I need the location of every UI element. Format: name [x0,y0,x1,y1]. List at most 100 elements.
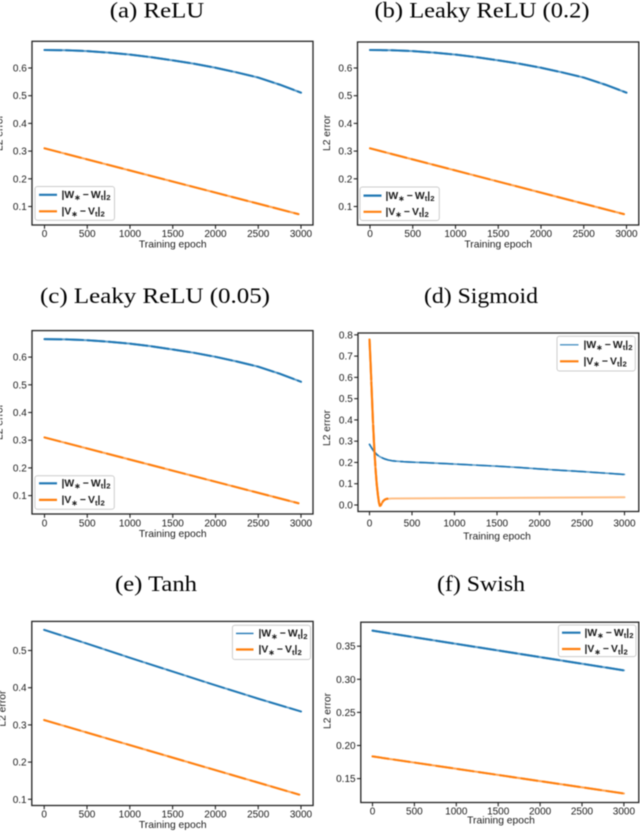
svg-text:0.1: 0.1 [338,202,352,213]
svg-text:L2 error: L2 error [322,114,333,151]
svg-text:Training epoch: Training epoch [139,529,207,540]
svg-text:L2 error: L2 error [0,403,6,440]
svg-text:3000: 3000 [613,807,636,818]
svg-text:|V∗ − Vt|2: |V∗ − Vt|2 [62,495,105,507]
svg-text:2500: 2500 [247,229,270,240]
svg-text:1500: 1500 [487,229,510,240]
svg-text:500: 500 [79,809,96,820]
svg-text:3000: 3000 [613,519,636,530]
svg-text:0.25: 0.25 [336,708,356,719]
svg-text:|W∗ − Wt|2: |W∗ − Wt|2 [585,628,634,640]
svg-text:2000: 2000 [528,519,551,530]
svg-text:(b) Leaky ReLU (0.2): (b) Leaky ReLU (0.2) [375,0,590,23]
svg-text:L2 error: L2 error [323,692,334,729]
svg-text:0.30: 0.30 [336,675,356,686]
svg-text:0.4: 0.4 [13,683,27,694]
svg-text:1000: 1000 [119,519,142,530]
svg-text:2500: 2500 [571,519,594,530]
svg-text:0.1: 0.1 [339,479,353,490]
svg-text:0.2: 0.2 [338,174,352,185]
svg-text:|W∗ − Wt|2: |W∗ − Wt|2 [62,190,111,202]
svg-text:0.1: 0.1 [13,795,27,806]
svg-text:0.3: 0.3 [13,436,27,447]
svg-text:1000: 1000 [445,807,468,818]
svg-text:0.6: 0.6 [339,373,353,384]
svg-text:0.4: 0.4 [339,415,353,426]
svg-text:|V∗ − Vt|2: |V∗ − Vt|2 [62,207,105,219]
svg-text:0: 0 [367,519,373,530]
svg-text:0.1: 0.1 [13,202,27,213]
svg-text:2000: 2000 [529,807,552,818]
svg-text:(f) Swish: (f) Swish [437,571,525,596]
svg-text:0: 0 [367,229,373,240]
svg-text:|V∗ − Vt|2: |V∗ − Vt|2 [259,645,302,657]
svg-text:|W∗ − Wt|2: |W∗ − Wt|2 [62,479,111,491]
svg-text:500: 500 [79,229,96,240]
svg-text:|V∗ − Vt|2: |V∗ − Vt|2 [386,207,429,219]
svg-text:0.3: 0.3 [339,437,353,448]
svg-text:Training epoch: Training epoch [467,816,535,827]
svg-text:0.3: 0.3 [13,147,27,158]
svg-text:500: 500 [79,519,96,530]
svg-text:|V∗ − Vt|2: |V∗ − Vt|2 [585,644,628,656]
svg-text:3000: 3000 [290,809,313,820]
svg-text:0.3: 0.3 [13,720,27,731]
svg-text:0.7: 0.7 [339,352,353,363]
svg-text:0: 0 [370,807,376,818]
svg-text:2500: 2500 [247,519,270,530]
svg-text:0.4: 0.4 [13,119,27,130]
svg-text:Training epoch: Training epoch [139,240,207,251]
svg-text:L2 error: L2 error [0,690,9,727]
svg-text:0.2: 0.2 [13,463,27,474]
svg-text:1000: 1000 [119,229,142,240]
svg-text:Training epoch: Training epoch [139,820,207,831]
svg-text:0.35: 0.35 [336,642,356,653]
svg-text:L2 error: L2 error [322,409,333,446]
svg-text:1500: 1500 [162,519,185,530]
svg-text:0.5: 0.5 [13,380,27,391]
svg-text:|W∗ − Wt|2: |W∗ − Wt|2 [386,191,435,203]
svg-text:0.0: 0.0 [339,501,353,512]
svg-text:L2 error: L2 error [0,114,6,151]
svg-text:2000: 2000 [204,229,227,240]
svg-text:500: 500 [404,229,421,240]
svg-text:2500: 2500 [573,229,596,240]
svg-text:0.5: 0.5 [338,91,352,102]
svg-text:1000: 1000 [444,229,467,240]
svg-text:3000: 3000 [290,229,313,240]
svg-text:1500: 1500 [161,809,184,820]
svg-text:1500: 1500 [162,229,185,240]
svg-text:1500: 1500 [486,519,509,530]
svg-text:500: 500 [406,807,423,818]
svg-text:Training epoch: Training epoch [464,240,532,251]
svg-text:3000: 3000 [615,229,638,240]
svg-text:0.2: 0.2 [13,758,27,769]
svg-text:0.2: 0.2 [13,174,27,185]
svg-text:(e) Tanh: (e) Tanh [115,571,197,596]
svg-text:2500: 2500 [247,809,270,820]
svg-text:(c) Leaky ReLU (0.05): (c) Leaky ReLU (0.05) [40,283,270,308]
svg-text:0.6: 0.6 [13,64,27,75]
svg-text:0: 0 [42,519,48,530]
svg-text:|W∗ − Wt|2: |W∗ − Wt|2 [259,629,308,641]
svg-text:0.5: 0.5 [339,394,353,405]
svg-text:0.6: 0.6 [338,64,352,75]
svg-text:1000: 1000 [443,519,466,530]
svg-text:|V∗ − Vt|2: |V∗ − Vt|2 [584,357,627,369]
svg-text:0: 0 [42,229,48,240]
svg-text:2500: 2500 [571,807,594,818]
svg-text:0.5: 0.5 [13,646,27,657]
svg-text:2000: 2000 [204,519,227,530]
svg-text:0.2: 0.2 [339,458,353,469]
svg-text:1500: 1500 [487,807,510,818]
svg-text:0.1: 0.1 [13,491,27,502]
svg-text:(d) Sigmoid: (d) Sigmoid [424,283,538,308]
svg-text:|W∗ − Wt|2: |W∗ − Wt|2 [584,340,633,352]
svg-text:0.3: 0.3 [338,147,352,158]
svg-text:1000: 1000 [119,809,142,820]
svg-text:0.8: 0.8 [339,330,353,341]
svg-text:Training epoch: Training epoch [463,532,531,543]
svg-text:0: 0 [41,809,47,820]
svg-text:2000: 2000 [530,229,553,240]
svg-text:0.6: 0.6 [13,353,27,364]
